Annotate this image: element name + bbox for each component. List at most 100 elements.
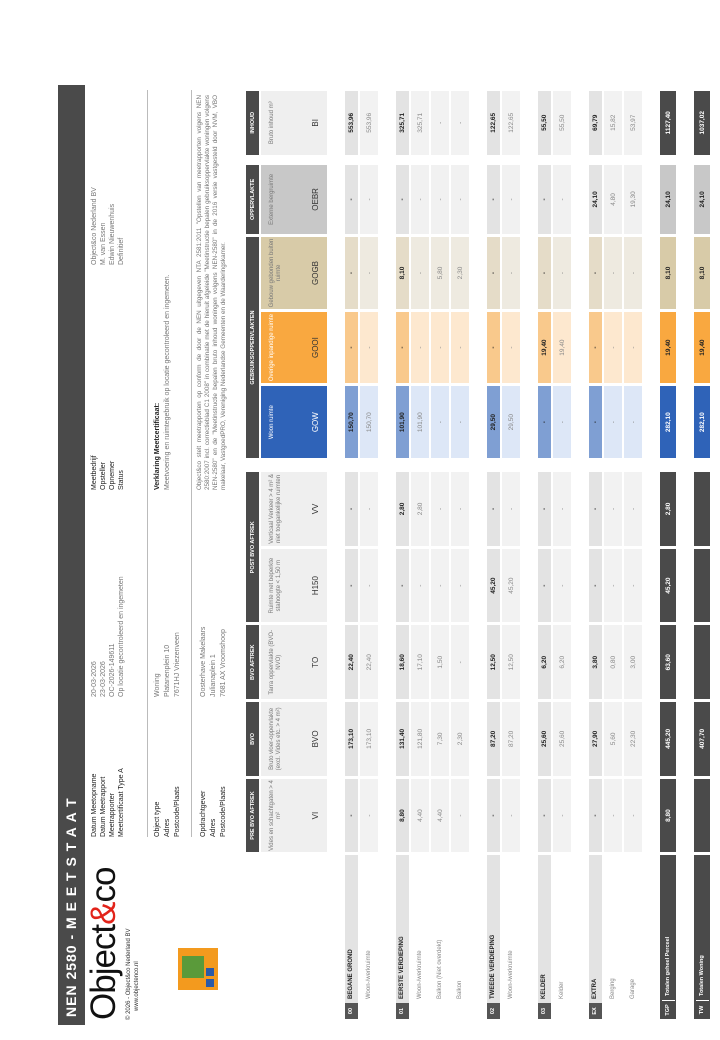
cell-gow: - xyxy=(589,386,602,458)
cell-gow: 101,90 xyxy=(411,386,429,458)
section-title: EXTRA xyxy=(592,978,598,999)
group-header-post-bvo-aftrek: POST BVO AFTREK xyxy=(246,472,259,623)
row-label: Balkon (Niet overdekt) xyxy=(437,939,443,999)
empty-cell xyxy=(246,855,259,1019)
total-gogb: 8,10 xyxy=(694,237,710,309)
column-gap xyxy=(451,461,469,469)
cell-gow: - xyxy=(431,386,449,458)
totals-code: TW xyxy=(695,1000,709,1019)
column-gap xyxy=(261,461,327,469)
cell-gow: 150,70 xyxy=(345,386,358,458)
column-code: TO xyxy=(311,656,320,668)
cell-h150: - xyxy=(589,548,602,623)
label-datum-meetopname: Datum Meetopname xyxy=(91,773,98,837)
value-object-type: Woning xyxy=(154,673,161,697)
total-bi: 1127,40 xyxy=(660,91,676,155)
total-to: 63,60 xyxy=(660,625,676,700)
section-title: EERSTE VERDIEPING xyxy=(399,936,405,999)
label-adres: Adres xyxy=(164,818,171,837)
cell-oebr: - xyxy=(451,164,469,235)
cell-h150: - xyxy=(604,548,622,623)
column-code: OEBR xyxy=(311,188,320,211)
column-gap xyxy=(431,158,449,162)
column-description: Ruimte met beperkte stahoogte < 1,50 m xyxy=(269,557,282,614)
column-description: Gebouw gebonden buiten ruimte xyxy=(269,238,282,308)
cell-h150: - xyxy=(411,548,429,623)
totals-code: TGP xyxy=(661,1000,675,1019)
verklaring-text: Meetvoering en ruimtegebruik op locatie … xyxy=(164,274,171,490)
empty-cell xyxy=(261,855,327,1019)
column-gap xyxy=(345,461,358,469)
cell-h150: - xyxy=(538,548,551,623)
cell-bvo: 22,30 xyxy=(624,702,642,776)
row-label: Kelder xyxy=(559,981,565,999)
cell-vi: 8,80 xyxy=(396,778,409,853)
column-description: Tarra oppervlakte (BVO-NVO) xyxy=(269,629,282,695)
value-meetrapporter: OC-2026-149611 xyxy=(109,643,116,697)
row-label: Woon-/werkruimte xyxy=(366,950,372,999)
section-title: TWEEDE VERDIEPING xyxy=(490,934,496,999)
totals-label: TGP Totalen geheel Perceel xyxy=(660,855,676,1019)
label-postcode: Postcode/Plaats xyxy=(174,786,181,837)
column-gap xyxy=(624,158,642,162)
cell-gogb: 5,80 xyxy=(431,237,449,309)
total-vi xyxy=(694,778,710,853)
cell-gooi: - xyxy=(487,311,500,384)
column-gap xyxy=(604,461,622,469)
cell-gooi: 19,40 xyxy=(553,311,571,384)
cell-to: 1,50 xyxy=(431,625,449,700)
column-gap xyxy=(694,461,710,469)
column-gap xyxy=(345,158,358,162)
total-h150: 45,20 xyxy=(660,548,676,623)
column-gap xyxy=(396,158,409,162)
cell-h150: - xyxy=(360,548,378,623)
disclaimer-paragraph: Object&co stelt meetrapporten op conform… xyxy=(196,95,227,490)
cell-h150: - xyxy=(451,548,469,623)
column-gap xyxy=(431,461,449,469)
cell-gow: - xyxy=(604,386,622,458)
total-vi: 8,80 xyxy=(660,778,676,853)
table-row: Woon-/werkruimte -173,10 22,40- -150,70- - -5… xyxy=(360,91,378,1019)
website-link[interactable]: www.objectenco.nl xyxy=(134,961,140,1011)
column-code: H150 xyxy=(311,576,320,596)
cell-to: 6,20 xyxy=(553,625,571,700)
group-header-bvo: BVO xyxy=(246,702,259,776)
cell-vv: - xyxy=(502,472,520,546)
section-row-03: 03KELDER -25,60 6,20- - -19,40- -55,50 xyxy=(538,91,551,1019)
column-description: Overige inpandige ruimte xyxy=(269,314,275,382)
column-header-vi: Vides en schachtgaten > 4 m² VI xyxy=(261,778,327,853)
cell-gogb: 2,30 xyxy=(451,237,469,309)
cell-vi: - xyxy=(553,778,571,853)
column-gap xyxy=(624,461,642,469)
spacer xyxy=(471,91,485,1019)
cell-oebr: - xyxy=(553,164,571,235)
total-gooi: 19,40 xyxy=(694,311,710,384)
column-gap xyxy=(451,158,469,162)
cell-bi: 53,97 xyxy=(624,91,642,155)
group-header-pre-bvo-aftrek: PRE BVO AFTREK xyxy=(246,778,259,853)
column-gap xyxy=(360,461,378,469)
total-gooi: 19,40 xyxy=(660,311,676,384)
value-opnemer: Edwin Nieuwenhuis xyxy=(109,203,116,265)
column-header-to: Tarra oppervlakte (BVO-NVO) TO xyxy=(261,625,327,700)
cell-gow: 29,50 xyxy=(502,386,520,458)
meetstaat-table: PRE BVO AFTREK BVO BVO AFTREK POST BVO AFTR… xyxy=(244,88,712,1022)
totals-label: TW Totalen Woning xyxy=(694,855,710,1019)
section-code: 01 xyxy=(396,1003,409,1019)
object-co-logo: Object&co xyxy=(84,868,123,1020)
column-code: GOOI xyxy=(311,337,320,359)
spacer xyxy=(522,91,536,1019)
cell-oebr: - xyxy=(345,164,358,235)
cell-gogb: - xyxy=(345,237,358,309)
label-opdrachtgever: Opdrachtgever xyxy=(200,790,207,837)
cell-gooi: - xyxy=(431,311,449,384)
column-gap xyxy=(589,461,602,469)
cell-gogb: - xyxy=(553,237,571,309)
group-header-bvo-aftrek: BVO AFTREK xyxy=(246,625,259,700)
group-header-oppervlakte: OPPERVLAKTE xyxy=(246,164,259,235)
cell-to: 22,40 xyxy=(345,625,358,700)
column-code: GOGB xyxy=(311,260,320,285)
keurmerk-badge-icon xyxy=(178,948,218,990)
cell-to: 17,10 xyxy=(411,625,429,700)
cell-gooi: - xyxy=(589,311,602,384)
